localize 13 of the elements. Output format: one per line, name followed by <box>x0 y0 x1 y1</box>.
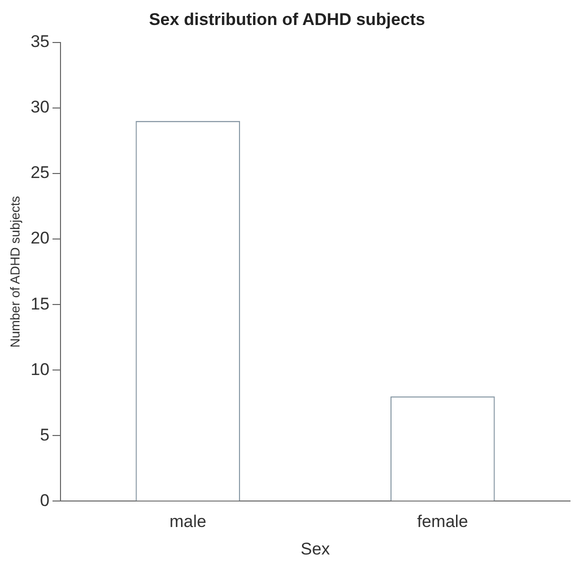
y-tick-label: 30 <box>30 98 50 117</box>
y-tick-label: 5 <box>40 425 50 444</box>
y-tick-label: 25 <box>30 163 50 182</box>
chart-title: Sex distribution of ADHD subjects <box>148 10 426 29</box>
y-tick-label: 0 <box>40 490 50 510</box>
y-tick-label: 35 <box>30 32 50 52</box>
y-tick-label: 20 <box>30 228 50 248</box>
x-tick-label: female <box>417 512 468 532</box>
y-axis-title: Number of ADHD subjects <box>7 195 22 348</box>
y-tick-label: 10 <box>30 360 50 379</box>
x-tick-label: male <box>169 512 206 532</box>
y-tick-label: 15 <box>30 294 50 314</box>
x-axis-title: Sex <box>300 539 330 558</box>
